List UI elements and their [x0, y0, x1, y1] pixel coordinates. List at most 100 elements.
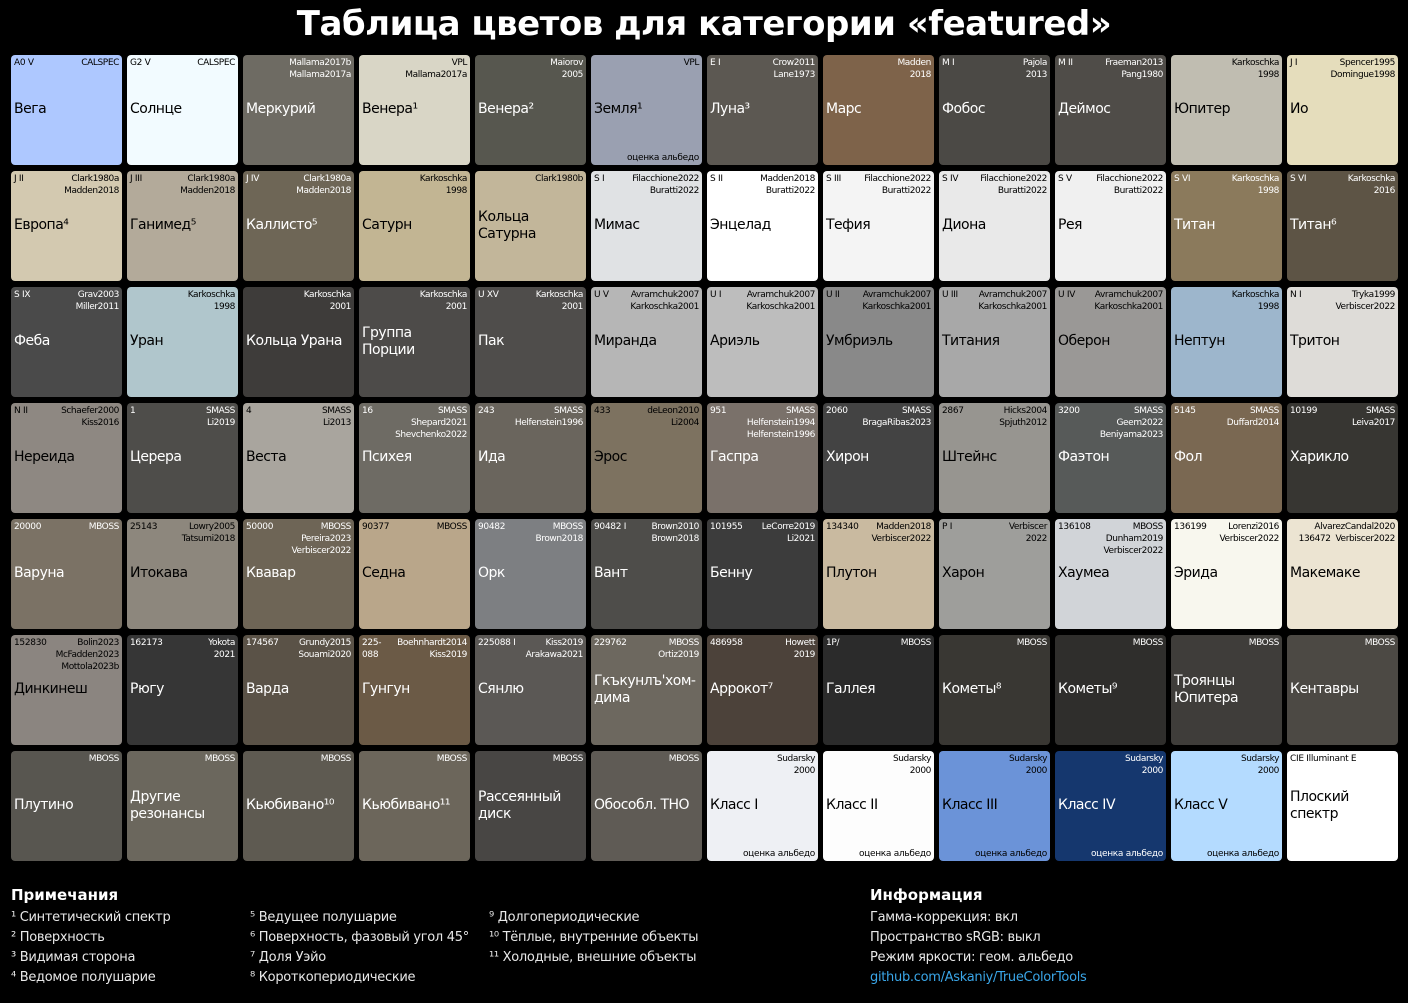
tile-reference: Clark1980a Madden2018	[64, 174, 119, 196]
tile-code: 3200	[1058, 406, 1080, 416]
tile-code: 486958	[710, 638, 743, 648]
color-tile: Karkoschka 1998 Юпитер	[1171, 55, 1282, 165]
tile-name: Нереида	[14, 449, 75, 465]
tile-name: Титания	[942, 333, 1000, 349]
color-tile: Karkoschka 2001 Кольца Урана	[243, 287, 354, 397]
tile-name: Ганимед⁵	[130, 217, 196, 233]
footnote-item: ⁵ Ведущее полушарие	[250, 910, 397, 925]
color-tile: S III Filacchione2022 Buratti2022 Тефия	[823, 171, 934, 281]
tile-name: Веста	[246, 449, 287, 465]
tile-name: Группа Порции	[362, 325, 415, 358]
color-tile: Maiorov 2005 Венера²	[475, 55, 586, 165]
color-tile: S I Filacchione2022 Buratti2022 Мимас	[591, 171, 702, 281]
color-tile: Madden 2018 Марс	[823, 55, 934, 165]
tile-reference: Karkoschka 2016	[1347, 174, 1396, 196]
notes-column-3: ⁹ Долгопериодические ¹⁰ Тёплые, внутренни…	[489, 908, 699, 968]
footnote-item: ⁷ Доля Уэйо	[250, 950, 326, 965]
tile-reference: Filacchione2022 Buratti2022	[980, 174, 1047, 196]
color-tile: 25143 Lowry2005 Tatsumi2018 Итокава	[127, 519, 238, 629]
tile-reference: Kiss2019 Arakawa2021	[525, 638, 584, 660]
tile-reference: Yokota 2021	[208, 638, 235, 660]
tile-code: 5145	[1174, 406, 1196, 416]
tile-name: Титан⁶	[1290, 217, 1337, 233]
color-tile: 1P/MBOSS Галлея	[823, 635, 934, 745]
tile-name: Плутино	[14, 797, 74, 813]
tile-reference: Karkoschka 2001	[419, 290, 468, 312]
tile-reference: deLeon2010 Li2004	[647, 406, 699, 428]
tile-reference: Bolin2023 McFadden2023 Mottola2023b	[55, 638, 120, 672]
color-tile: N II Schaefer2000 Kiss2016 Нереида	[11, 403, 122, 513]
tile-reference: Madden 2018	[897, 58, 931, 80]
tile-code: 2867	[942, 406, 964, 416]
color-tile: MBOSS Кьюбивано¹⁰	[243, 751, 354, 861]
tile-name: Класс IV	[1058, 797, 1116, 813]
color-tile: Sudarsky 2000 Класс I оценка альбедо	[707, 751, 818, 861]
tile-reference: SMASS Li2019	[205, 406, 235, 428]
tile-reference: VPL Mallama2017a	[405, 58, 467, 80]
tile-name: Харон	[942, 565, 985, 581]
tile-name: Плутон	[826, 565, 877, 581]
tile-code: S III	[826, 174, 842, 184]
tile-reference: Sudarsky 2000	[776, 754, 815, 776]
color-tile: VPL Земля¹ оценка альбедо	[591, 55, 702, 165]
tile-code: 225088 I	[478, 638, 516, 648]
tile-name: Ио	[1290, 101, 1309, 117]
tile-name: Луна³	[710, 101, 750, 117]
tile-name: Эрос	[594, 449, 627, 465]
tile-code: 16	[362, 406, 373, 416]
tile-code: 10199	[1290, 406, 1318, 416]
color-tile: 486958 Howett 2019 Аррокот⁷	[707, 635, 818, 745]
tile-name: Тритон	[1290, 333, 1340, 349]
repository-link[interactable]: github.com/Askaniy/TrueColorTools	[870, 970, 1087, 985]
color-tile: Karkoschka 1998 Сатурн	[359, 171, 470, 281]
color-tile: P I Verbiscer 2022 Харон	[939, 519, 1050, 629]
color-tile: 3200 SMASS Geem2022 Beniyama2023 Фаэтон	[1055, 403, 1166, 513]
color-tile: 101955 LeCorre2019 Li2021 Бенну	[707, 519, 818, 629]
tile-code: J II	[14, 174, 24, 184]
color-tile: Sudarsky 2000 Класс III оценка альбедо	[939, 751, 1050, 861]
tile-code: U XV	[478, 290, 499, 300]
tile-note: оценка альбедо	[626, 153, 699, 163]
tile-code: U V	[594, 290, 609, 300]
tile-reference: Grav2003 Miller2011	[75, 290, 120, 312]
tile-reference: SMASS Leiva2017	[1351, 406, 1395, 428]
tile-code: 134340	[826, 522, 859, 532]
footnote-item: ¹¹ Холодные, внешние объекты	[489, 950, 697, 965]
notes-column-2: ⁵ Ведущее полушарие ⁶ Поверхность, фазовы…	[250, 908, 469, 988]
tile-reference: Avramchuk2007 Karkoschka2001	[630, 290, 699, 312]
tile-name: Динкинеш	[14, 681, 88, 697]
tile-name: Седна	[362, 565, 406, 581]
tile-reference: Lorenzi2016 Verbiscer2022	[1219, 522, 1280, 544]
color-tile: S V Filacchione2022 Buratti2022 Рея	[1055, 171, 1166, 281]
color-tile: 433 deLeon2010 Li2004 Эрос	[591, 403, 702, 513]
tile-reference: Karkoschka 1998	[419, 174, 468, 196]
tile-reference: Clark1980a Madden2018	[296, 174, 351, 196]
color-tile: S IV Filacchione2022 Buratti2022 Диона	[939, 171, 1050, 281]
tile-reference: Clark1980b	[535, 174, 583, 184]
tile-code: U III	[942, 290, 958, 300]
tile-code: 162173	[130, 638, 163, 648]
color-tile: G2 V CALSPEC Солнце	[127, 55, 238, 165]
tile-name: Юпитер	[1174, 101, 1231, 117]
color-tile: S II Madden2018 Buratti2022 Энцелад	[707, 171, 818, 281]
tile-reference: MBOSS Ortiz2019	[658, 638, 699, 660]
tile-code: 136199	[1174, 522, 1207, 532]
tile-name: Ариэль	[710, 333, 760, 349]
tile-name: Галлея	[826, 681, 876, 697]
color-tile: 1 SMASS Li2019 Церера	[127, 403, 238, 513]
tile-reference: MBOSS	[88, 754, 120, 764]
tile-reference: Tryka1999 Verbiscer2022	[1335, 290, 1396, 312]
color-tile: 225- 088 Boehnhardt2014 Kiss2019 Гунгун	[359, 635, 470, 745]
tile-name: Рюгу	[130, 681, 164, 697]
tile-reference: VPL	[683, 58, 700, 68]
info-heading: Информация	[870, 886, 983, 904]
tile-name: Кьюбивано¹¹	[362, 797, 450, 813]
tile-name: Хирон	[826, 449, 869, 465]
tile-code: 243	[478, 406, 495, 416]
tile-reference: Sudarsky 2000	[1240, 754, 1279, 776]
tile-reference: MBOSS Brown2018	[535, 522, 583, 544]
tile-reference: SMASS Li2013	[321, 406, 351, 428]
tile-code: 136108	[1058, 522, 1091, 532]
tile-code: 152830	[14, 638, 47, 648]
tile-reference: Howett 2019	[785, 638, 815, 660]
